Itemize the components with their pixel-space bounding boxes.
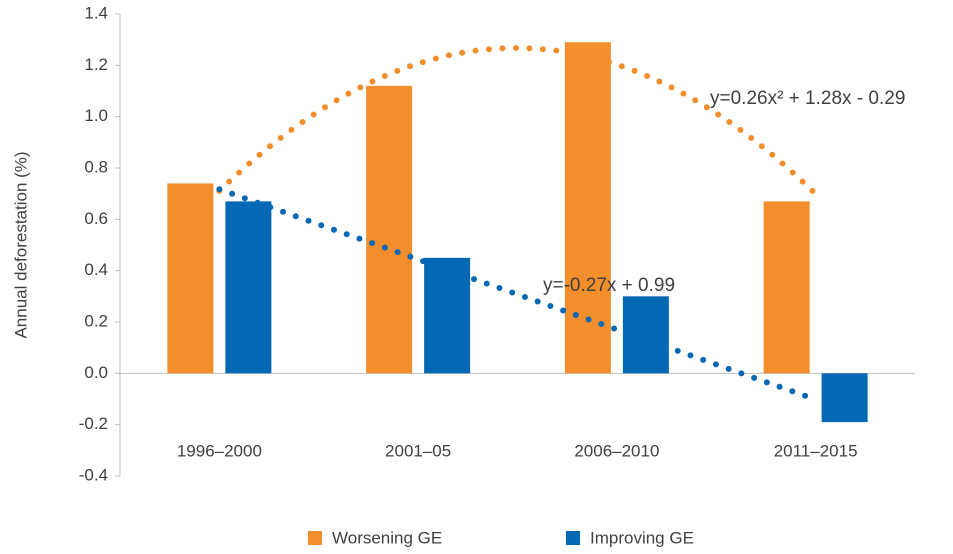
- annotation: y=0.26x² + 1.28x - 0.29: [710, 88, 905, 109]
- trendline: [216, 186, 819, 403]
- legend-swatch: [566, 531, 580, 545]
- x-tick-label: 1996–2000: [177, 441, 262, 460]
- bar: [225, 201, 272, 374]
- legend-swatch: [308, 531, 322, 545]
- y-tick-label: -0.4: [79, 465, 108, 484]
- y-axis-label: Annual deforestation (%): [11, 151, 30, 338]
- bar: [622, 296, 669, 374]
- y-tick-label: 0.6: [84, 209, 108, 228]
- bar: [167, 183, 214, 374]
- y-tick-label: -0.2: [79, 414, 108, 433]
- y-tick-label: 0.4: [84, 260, 108, 279]
- trendline: [216, 45, 819, 197]
- legend-label: Improving GE: [590, 528, 694, 547]
- annotation: y=-0.27x + 0.99: [543, 275, 675, 296]
- legend-label: Worsening GE: [332, 528, 442, 547]
- y-tick-label: 1.2: [84, 55, 108, 74]
- bar: [763, 201, 810, 374]
- bar: [366, 85, 413, 374]
- x-tick-label: 2011–2015: [774, 441, 858, 460]
- y-tick-label: 1.4: [84, 3, 108, 22]
- bar: [821, 373, 868, 423]
- y-tick-label: 0.2: [84, 311, 108, 330]
- y-tick-label: 1.0: [84, 106, 108, 125]
- y-tick-label: 0.8: [84, 157, 108, 176]
- y-tick-label: 0.0: [84, 363, 108, 382]
- x-tick-label: 2006–2010: [574, 441, 659, 460]
- x-tick-label: 2001–05: [385, 441, 451, 460]
